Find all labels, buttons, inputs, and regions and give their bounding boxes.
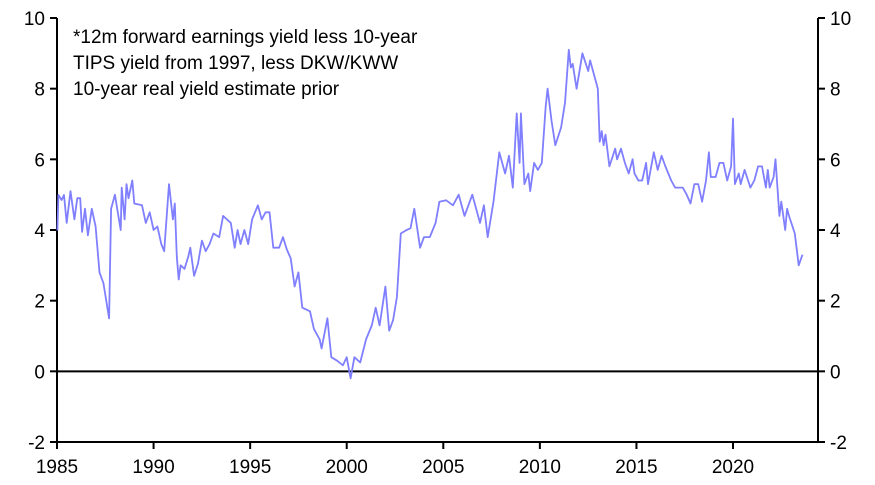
left-y-tick-label: 10	[24, 9, 45, 30]
x-tick-label: 2005	[422, 457, 464, 478]
tick-labels: 10 8 6 4 2 0 -2 10 8 6 4 2 0 -2 1985 1990 1995 2000 2005 20…	[24, 9, 851, 478]
axes	[50, 17, 825, 449]
right-y-tick-label: 4	[830, 221, 841, 242]
right-y-tick-label: -2	[830, 433, 847, 454]
x-tick-label: 1995	[229, 457, 271, 478]
x-tick-label: 2000	[326, 457, 368, 478]
left-y-tick-label: 4	[34, 221, 45, 242]
x-tick-label: 2020	[712, 457, 754, 478]
right-y-tick-label: 2	[830, 292, 841, 313]
x-tick-label: 1990	[132, 457, 174, 478]
right-y-tick-label: 6	[830, 150, 841, 171]
x-tick-label: 2015	[615, 457, 657, 478]
series-group	[56, 48, 804, 380]
annotation-line-3: 10-year real yield estimate prior	[73, 79, 340, 100]
annotation-line-1: *12m forward earnings yield less 10-year	[73, 27, 418, 48]
annotation-line-2: TIPS yield from 1997, less DKW/KWW	[73, 53, 398, 74]
series-line	[56, 48, 804, 380]
left-y-tick-label: -2	[28, 433, 45, 454]
x-tick-label: 2010	[519, 457, 561, 478]
right-y-tick-label: 0	[830, 362, 841, 383]
left-y-tick-label: 2	[34, 292, 45, 313]
left-y-tick-label: 0	[34, 362, 45, 383]
right-y-tick-label: 10	[830, 9, 851, 30]
left-y-tick-label: 8	[34, 80, 45, 101]
right-y-tick-label: 8	[830, 80, 841, 101]
annotation-note: *12m forward earnings yield less 10-year…	[73, 27, 418, 100]
x-tick-label: 1985	[36, 457, 78, 478]
left-y-tick-label: 6	[34, 150, 45, 171]
